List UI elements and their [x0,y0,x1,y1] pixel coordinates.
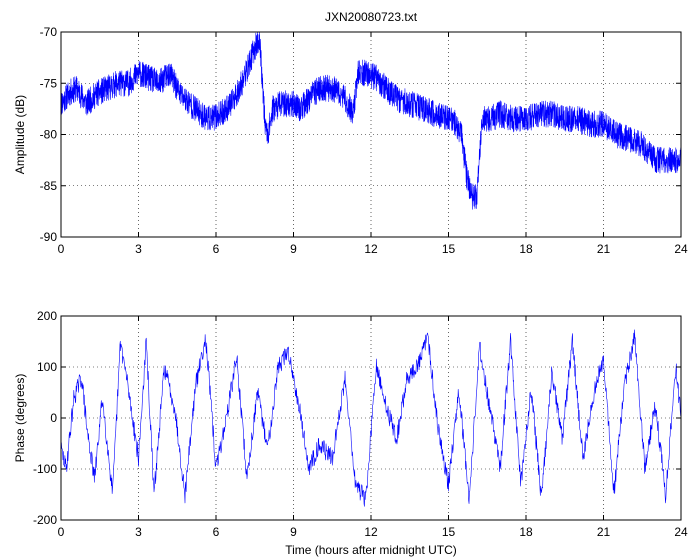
phase-xtick-label: 15 [442,525,456,539]
amplitude-xtick-label: 3 [135,242,142,256]
phase-ylabel: Phase (degrees) [13,374,27,463]
phase-xtick-label: 9 [290,525,297,539]
amplitude-plot: 0 3 6 9 12 15 18 21 24 -90 -85 -80 -75 -70 Amplitude (… [13,25,688,256]
amplitude-xtick-label: 21 [597,242,611,256]
phase-ytick-label: 200 [37,309,57,323]
phase-xtick-label: 21 [597,525,611,539]
phase-xtick-label: 12 [364,525,378,539]
amplitude-ytick-label: -90 [40,230,58,244]
amplitude-xtick-label: 12 [364,242,378,256]
phase-xtick-label: 0 [58,525,65,539]
amplitude-xtick-label: 15 [442,242,456,256]
amplitude-ytick-label: -85 [40,179,58,193]
amplitude-trace [61,32,681,210]
amplitude-ytick-label: -75 [40,76,58,90]
amplitude-xtick-label: 0 [58,242,65,256]
phase-plot: 0 3 6 9 12 15 18 21 24 -200 -100 0 100 200 Phase (degr… [13,309,688,557]
phase-xtick-label: 18 [519,525,533,539]
amplitude-xtick-label: 6 [213,242,220,256]
amplitude-ytick-label: -80 [40,128,58,142]
chart-title: JXN20080723.txt [325,10,418,24]
amplitude-ylabel: Amplitude (dB) [13,95,27,174]
phase-trace [61,329,681,507]
phase-ytick-label: 100 [37,360,57,374]
amplitude-xtick-label: 18 [519,242,533,256]
phase-xlabel: Time (hours after midnight UTC) [285,543,457,557]
phase-ytick-label: 0 [50,411,57,425]
phase-xtick-label: 3 [135,525,142,539]
amplitude-xtick-label: 9 [290,242,297,256]
phase-xtick-label: 24 [674,525,688,539]
phase-ytick-label: -200 [33,513,57,527]
phase-ytick-label: -100 [33,462,57,476]
phase-xtick-label: 6 [213,525,220,539]
amplitude-xtick-label: 24 [674,242,688,256]
amplitude-ytick-label: -70 [40,25,58,39]
